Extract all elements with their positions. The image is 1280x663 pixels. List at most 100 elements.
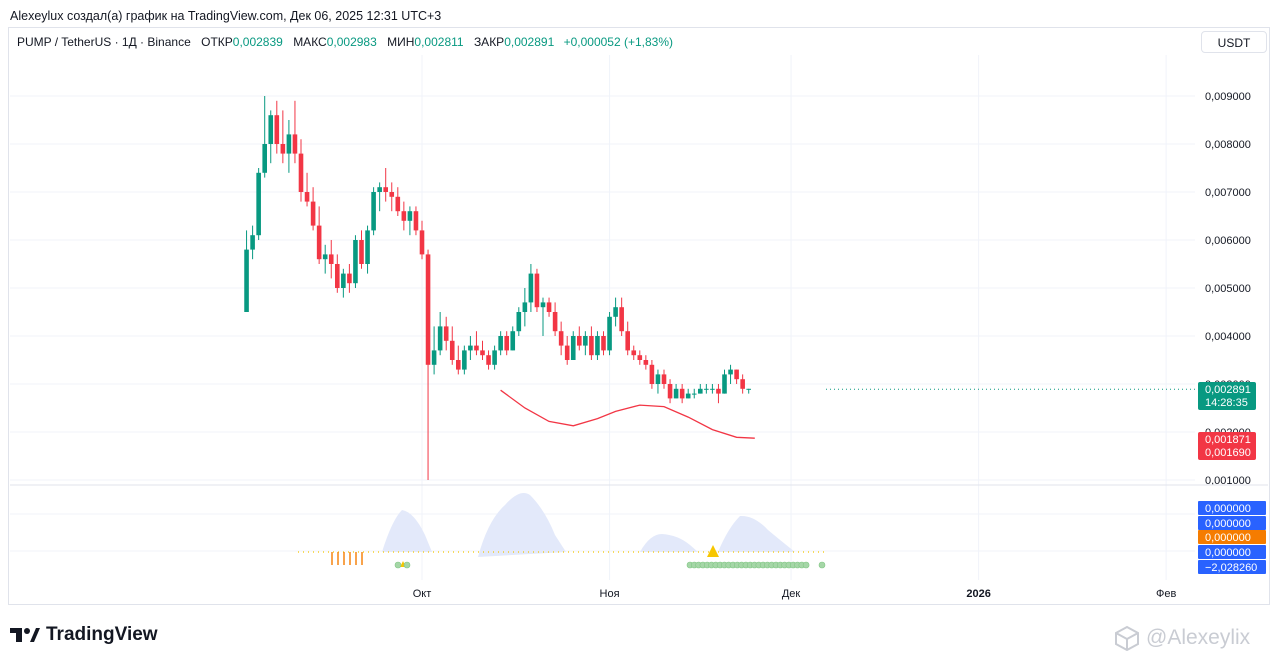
candle-body bbox=[673, 388, 679, 399]
low-value: 0,002811 bbox=[414, 35, 464, 49]
candle-body bbox=[710, 388, 715, 390]
candle-body bbox=[474, 345, 479, 351]
close-value: 0,002891 bbox=[504, 35, 555, 49]
candle-body bbox=[534, 273, 540, 308]
candle-body bbox=[456, 360, 461, 370]
candle-body bbox=[322, 254, 328, 260]
candle-body bbox=[498, 336, 503, 351]
candle-body bbox=[510, 331, 516, 351]
candle-body bbox=[577, 336, 582, 346]
candle-body bbox=[679, 388, 685, 399]
candle-body bbox=[389, 192, 395, 197]
candle-body bbox=[685, 393, 691, 399]
indicator-label-value: −2,028260 bbox=[1205, 562, 1257, 574]
candle-body bbox=[661, 374, 667, 384]
x-tick-label: Окт bbox=[413, 588, 432, 600]
x-tick-label: Дек bbox=[782, 588, 801, 600]
candle-body bbox=[268, 115, 274, 144]
candle-body bbox=[431, 350, 437, 365]
y-tick-label: 0,009000 bbox=[1205, 91, 1251, 103]
change-value: +0,000052 (+1,83%) bbox=[563, 35, 674, 49]
price-label-value: 0,001871 bbox=[1205, 434, 1251, 446]
candle-body bbox=[316, 225, 322, 260]
candle-body bbox=[649, 364, 655, 384]
candle-body bbox=[564, 345, 570, 360]
price-label bbox=[1198, 382, 1256, 410]
candle-body bbox=[631, 350, 637, 356]
candle-body bbox=[698, 388, 703, 394]
tradingview-logo[interactable]: TradingView bbox=[10, 624, 158, 646]
candle-body bbox=[601, 336, 606, 351]
signal-dot bbox=[802, 561, 810, 569]
candle-body bbox=[522, 302, 528, 312]
candle-body bbox=[516, 312, 522, 332]
indicator-area bbox=[640, 534, 698, 552]
candle-body bbox=[335, 264, 340, 288]
indicator-label bbox=[1198, 516, 1266, 530]
candle-body bbox=[425, 254, 431, 365]
chart-frame bbox=[8, 27, 1270, 605]
brand-label: TradingView bbox=[46, 624, 158, 645]
indicator-label bbox=[1198, 560, 1266, 574]
candle-body bbox=[468, 345, 473, 351]
candle-body bbox=[643, 360, 649, 365]
currency-button[interactable]: USDT bbox=[1201, 31, 1267, 53]
candle-body bbox=[341, 273, 346, 288]
x-tick-label: 2026 bbox=[966, 588, 990, 600]
candle-body bbox=[552, 312, 558, 332]
candle-body bbox=[746, 388, 751, 390]
high-label: МАКС bbox=[293, 35, 327, 49]
candle-body bbox=[637, 355, 643, 360]
candle-body bbox=[274, 115, 280, 144]
indicator-label bbox=[1198, 530, 1266, 544]
candle-body bbox=[583, 336, 588, 346]
watermark-label: @Alexeylix bbox=[1146, 626, 1251, 649]
y-tick-label: 0,007000 bbox=[1205, 187, 1251, 199]
indicator-label bbox=[1198, 501, 1266, 515]
candle-body bbox=[722, 374, 727, 394]
price-label-sub: 14:28:35 bbox=[1205, 397, 1248, 409]
candle-body bbox=[528, 273, 534, 303]
signal-triangle-icon bbox=[707, 545, 719, 557]
indicator-label-value: 0,000000 bbox=[1205, 532, 1251, 544]
candle-body bbox=[595, 336, 600, 356]
candle-body bbox=[310, 201, 316, 226]
candle-body bbox=[371, 192, 376, 231]
candle-body bbox=[419, 230, 425, 255]
candle-body bbox=[740, 379, 745, 389]
close-label: ЗАКР bbox=[473, 35, 505, 49]
signal-dot bbox=[403, 561, 411, 569]
candle-body bbox=[250, 235, 255, 250]
watermark: @Alexeylix bbox=[1114, 625, 1250, 651]
candle-body bbox=[328, 254, 334, 264]
candle-body bbox=[347, 273, 352, 284]
y-tick-label: 0,004000 bbox=[1205, 331, 1251, 343]
candle-body bbox=[546, 302, 552, 312]
y-tick-label: 0,008000 bbox=[1205, 139, 1251, 151]
candle-body bbox=[589, 336, 594, 356]
candle-body bbox=[613, 307, 618, 317]
y-tick-label: 0,006000 bbox=[1205, 235, 1251, 247]
candle-body bbox=[365, 230, 370, 264]
cube-icon bbox=[1115, 625, 1139, 651]
candle-body bbox=[462, 350, 467, 370]
candle-body bbox=[558, 331, 564, 346]
candle-body bbox=[413, 211, 419, 231]
symbol-legend: PUMP / TetherUS · 1Д · Binance ОТКР0,002… bbox=[17, 35, 673, 49]
indicator-area bbox=[718, 515, 795, 552]
indicator-label-value: 0,000000 bbox=[1205, 547, 1251, 559]
indicator-label-value: 0,000000 bbox=[1205, 503, 1251, 515]
symbol-label[interactable]: PUMP / TetherUS · 1Д · Binance bbox=[17, 35, 191, 49]
candle-body bbox=[691, 393, 697, 395]
candle-body bbox=[619, 307, 624, 332]
candle-body bbox=[280, 144, 286, 154]
candle-body bbox=[244, 249, 249, 312]
candle-body bbox=[298, 153, 304, 192]
candle-body bbox=[304, 192, 310, 202]
open-value: 0,002839 bbox=[232, 35, 283, 49]
signal-dot bbox=[818, 561, 826, 569]
candle-body bbox=[383, 187, 388, 192]
candle-body bbox=[292, 134, 298, 154]
candle-body bbox=[437, 326, 443, 351]
